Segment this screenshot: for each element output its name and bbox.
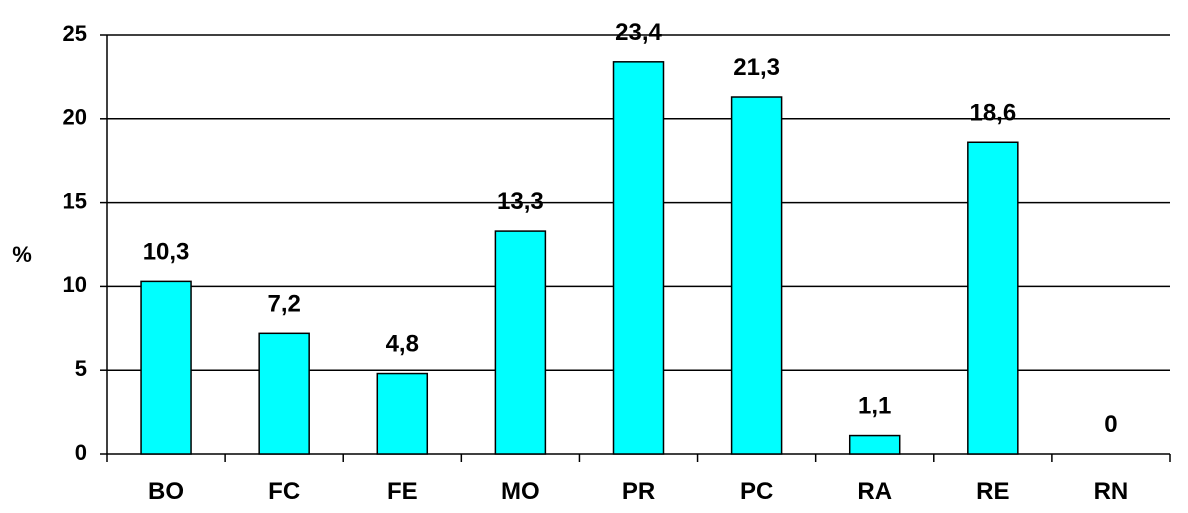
data-label: 18,6 [969, 99, 1016, 126]
data-label: 10,3 [143, 238, 190, 265]
x-tick-label: RN [1094, 478, 1129, 505]
x-tick-label: FE [387, 478, 418, 505]
bar-bo [140, 280, 192, 455]
y-tick-label: 15 [63, 188, 87, 213]
x-tick-label: PC [740, 478, 773, 505]
x-tick-label: BO [148, 478, 184, 505]
data-label: 23,4 [615, 19, 662, 46]
x-tick-label: MO [501, 478, 540, 505]
data-label: 1,1 [858, 393, 891, 420]
bar-fe [376, 372, 429, 455]
bar-mo [494, 230, 547, 455]
data-labels: 10,3 7,2 4,8 13,3 23,4 21,3 1,1 18,6 0 [143, 19, 1118, 438]
x-tick-label: PR [622, 478, 655, 505]
y-tick-label: 10 [63, 272, 87, 297]
bar-ra [848, 434, 901, 455]
y-tick-label: 0 [75, 440, 87, 465]
data-label: 21,3 [733, 54, 780, 81]
x-tick-label: FC [268, 478, 300, 505]
data-label: 13,3 [497, 188, 544, 215]
y-tick-label: 5 [75, 356, 87, 381]
bar-re [967, 141, 1019, 455]
bar-pc [730, 96, 783, 455]
y-tick-label: 20 [63, 105, 87, 130]
data-label: 4,8 [386, 331, 419, 358]
y-axis-title: % [12, 242, 32, 267]
bar-pr [612, 61, 665, 455]
y-tick-label: 25 [63, 21, 87, 46]
x-tick-label: RE [976, 478, 1009, 505]
x-tick-label: RA [857, 478, 892, 505]
data-label: 0 [1104, 411, 1117, 438]
data-label: 7,2 [267, 290, 300, 317]
bar-fc [258, 332, 310, 455]
bars [140, 61, 1019, 455]
